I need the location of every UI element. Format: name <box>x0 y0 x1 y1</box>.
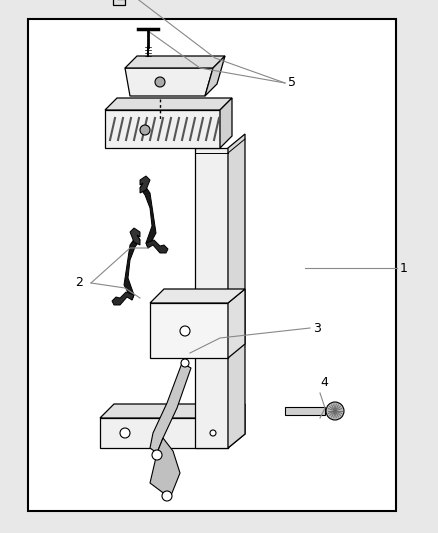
Polygon shape <box>130 228 140 245</box>
Polygon shape <box>112 292 134 305</box>
Polygon shape <box>150 303 228 358</box>
Circle shape <box>120 428 130 438</box>
Polygon shape <box>100 418 228 448</box>
Text: 1: 1 <box>400 262 408 274</box>
Polygon shape <box>150 363 191 453</box>
Circle shape <box>152 450 162 460</box>
Text: 4: 4 <box>320 376 328 390</box>
Polygon shape <box>150 438 180 498</box>
Polygon shape <box>113 0 131 5</box>
Circle shape <box>162 491 172 501</box>
Polygon shape <box>100 404 245 418</box>
Polygon shape <box>150 289 245 303</box>
Polygon shape <box>125 56 225 68</box>
Polygon shape <box>228 134 245 448</box>
Circle shape <box>326 402 344 420</box>
Polygon shape <box>205 56 225 96</box>
Polygon shape <box>228 404 245 448</box>
Circle shape <box>210 430 216 436</box>
Circle shape <box>180 326 190 336</box>
Polygon shape <box>220 98 232 148</box>
Text: 5: 5 <box>288 77 296 90</box>
Text: 3: 3 <box>313 321 321 335</box>
Circle shape <box>181 359 189 367</box>
Polygon shape <box>105 98 232 110</box>
Polygon shape <box>140 176 150 193</box>
Polygon shape <box>105 110 220 148</box>
Polygon shape <box>125 68 213 96</box>
Polygon shape <box>228 289 245 358</box>
Polygon shape <box>124 235 140 300</box>
Polygon shape <box>285 407 325 415</box>
Bar <box>28 19 396 511</box>
Polygon shape <box>146 240 168 253</box>
Text: 2: 2 <box>75 277 83 289</box>
Circle shape <box>140 125 150 135</box>
Circle shape <box>155 77 165 87</box>
Polygon shape <box>195 148 228 448</box>
Polygon shape <box>140 183 156 248</box>
